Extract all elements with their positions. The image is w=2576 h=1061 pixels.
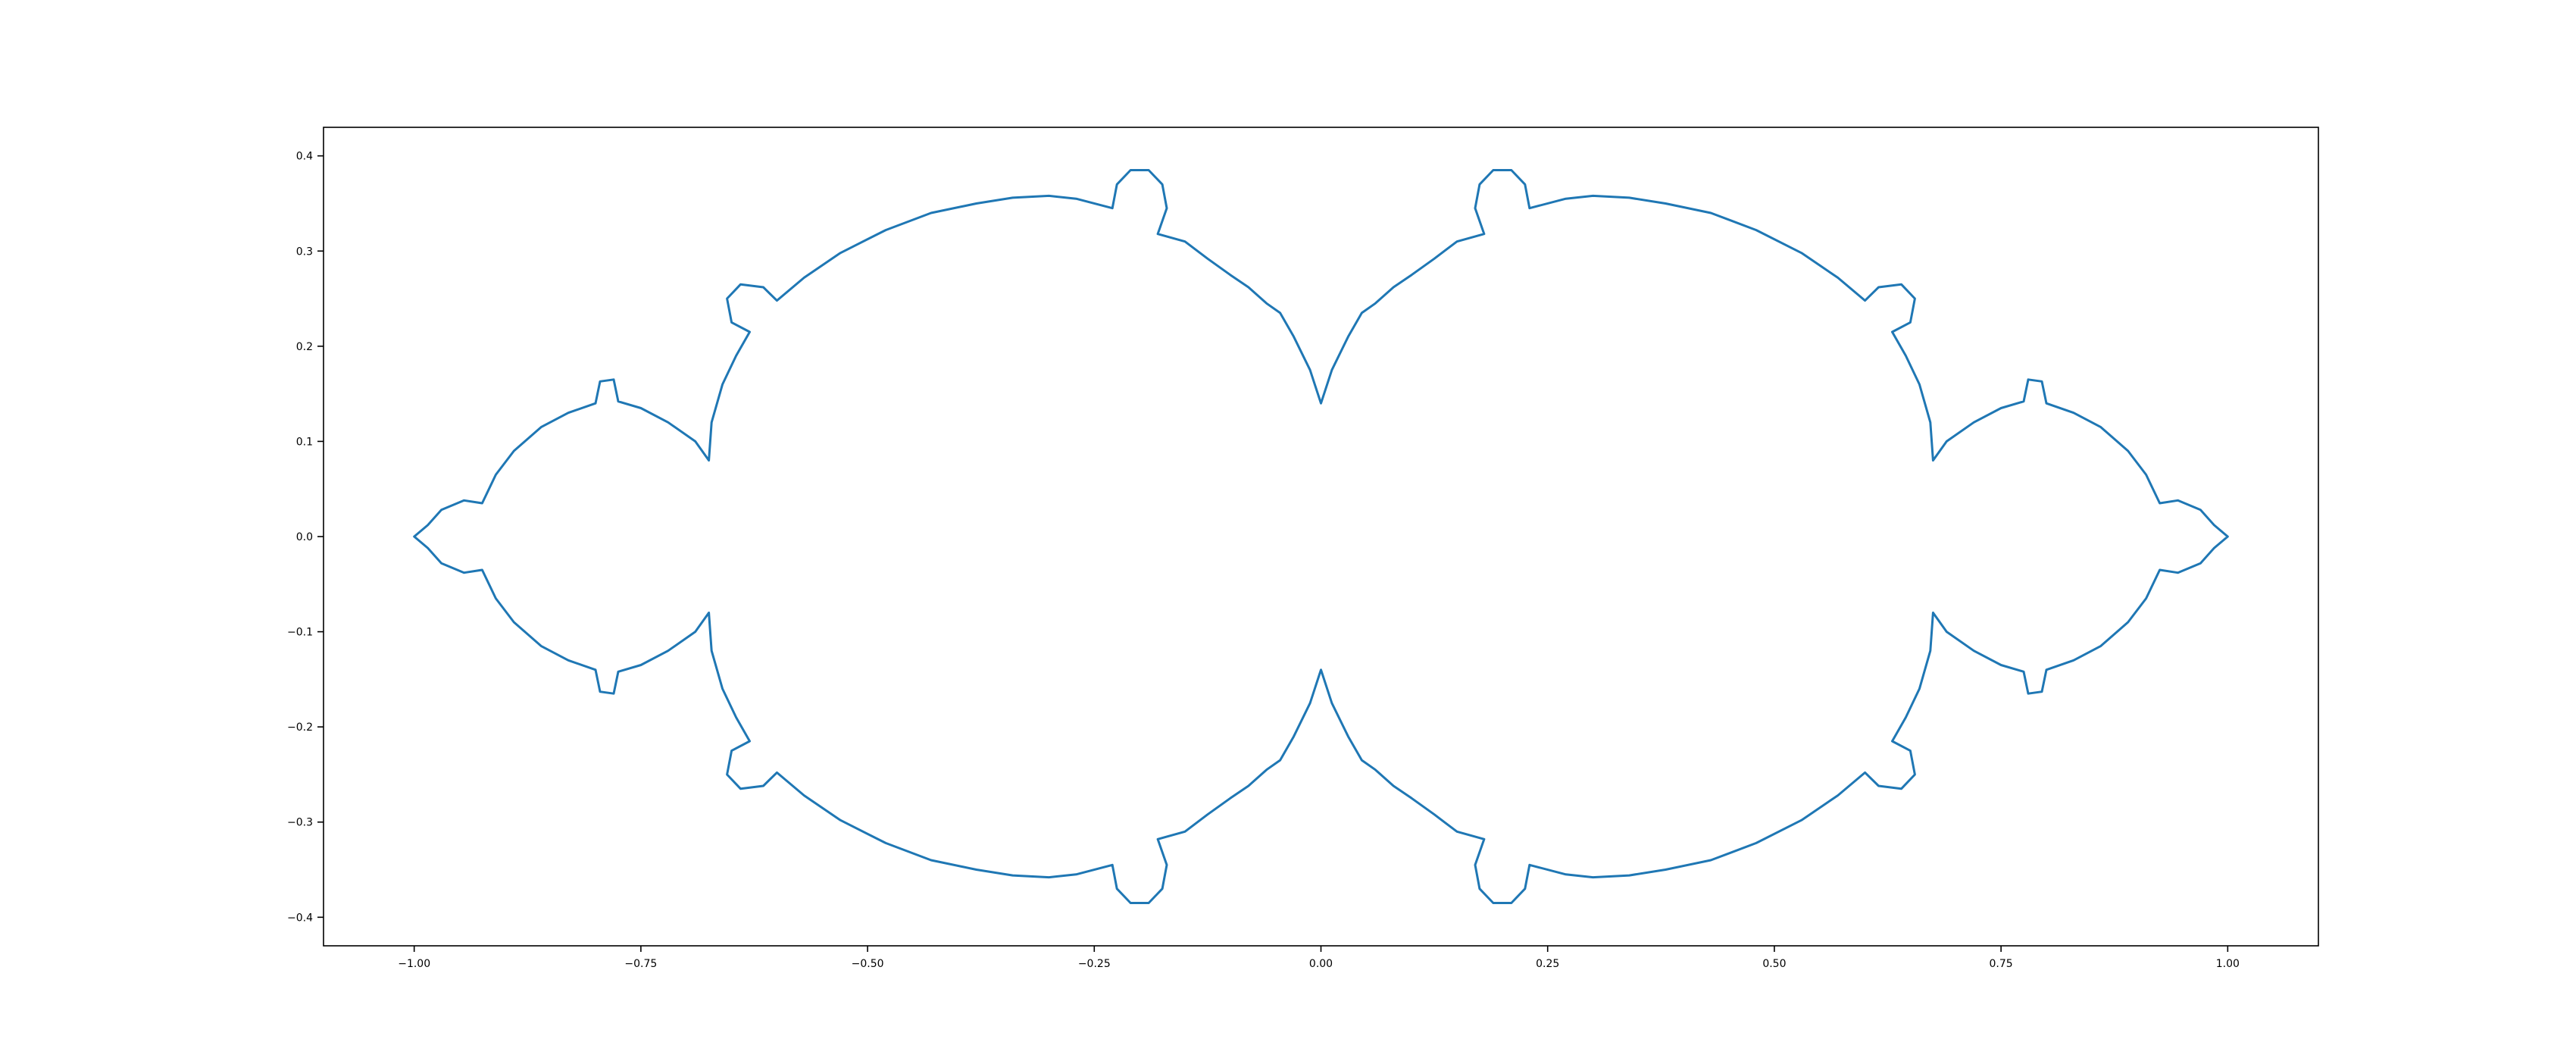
y-tick-label: −0.2 — [287, 721, 313, 734]
x-tick-label: −1.00 — [398, 958, 430, 970]
y-tick-label: 0.4 — [296, 151, 313, 163]
series-line — [413, 169, 2229, 904]
x-tick-label: 0.50 — [1762, 958, 1786, 970]
x-tick-label: 0.00 — [1309, 958, 1333, 970]
y-axis: −0.4 −0.3 −0.2 −0.1 0.0 0.1 0.2 0.3 0.4 — [287, 151, 324, 924]
y-tick-label: 0.0 — [296, 531, 313, 543]
x-axis: −1.00 −0.75 −0.50 −0.25 0.00 0.25 0.50 0.75 1.00 — [398, 946, 2240, 970]
y-tick-label: −0.3 — [287, 817, 313, 829]
y-tick-label: 0.3 — [296, 246, 313, 258]
y-tick-label: −0.4 — [287, 912, 313, 924]
y-tick-label: 0.2 — [296, 341, 313, 353]
x-tick-label: 0.25 — [1536, 958, 1559, 970]
x-tick-label: 1.00 — [2216, 958, 2240, 970]
x-tick-label: 0.75 — [1990, 958, 2013, 970]
y-tick-label: 0.1 — [296, 436, 313, 448]
x-tick-label: −0.50 — [852, 958, 884, 970]
x-tick-label: −0.25 — [1078, 958, 1111, 970]
y-tick-label: −0.1 — [287, 627, 313, 639]
x-tick-label: −0.75 — [624, 958, 657, 970]
